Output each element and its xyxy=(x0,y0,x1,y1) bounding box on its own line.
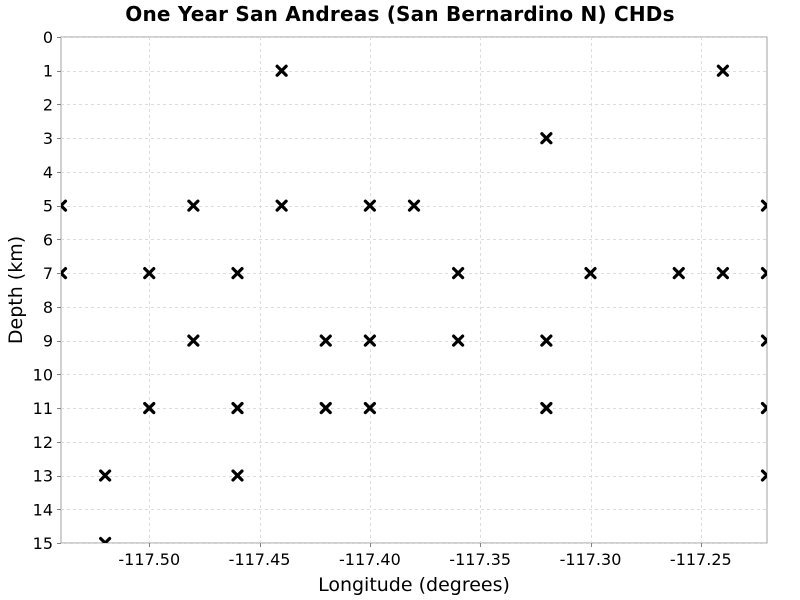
y-tick-label: 5 xyxy=(43,197,53,216)
data-point xyxy=(452,267,465,280)
x-tick-label: -117.50 xyxy=(118,550,180,569)
data-point xyxy=(319,334,332,347)
data-point xyxy=(187,199,200,212)
data-point xyxy=(716,267,729,280)
data-point xyxy=(407,199,421,212)
data-point xyxy=(760,469,767,482)
y-tick-label: 3 xyxy=(43,129,53,148)
y-tick-label: 6 xyxy=(43,230,53,249)
data-point xyxy=(231,401,244,415)
data-point xyxy=(760,401,767,415)
y-tick-label: 2 xyxy=(43,95,53,114)
data-point xyxy=(275,199,288,212)
data-point xyxy=(99,536,112,543)
data-point xyxy=(363,401,376,415)
data-point xyxy=(275,64,288,77)
y-tick-label: 9 xyxy=(43,332,53,351)
y-tick-label: 4 xyxy=(43,163,53,182)
y-tick-label: 13 xyxy=(33,467,53,486)
y-tick-label: 7 xyxy=(43,264,53,283)
y-axis-label: Depth (km) xyxy=(5,236,27,344)
y-tick-label: 14 xyxy=(33,500,53,519)
x-tick-label: -117.40 xyxy=(339,550,401,569)
data-point xyxy=(319,401,332,415)
x-tick-label: -117.30 xyxy=(560,550,622,569)
data-point xyxy=(231,267,244,280)
data-point xyxy=(672,267,685,280)
data-point xyxy=(363,334,376,347)
data-point xyxy=(187,334,200,347)
data-point xyxy=(540,334,553,347)
data-point xyxy=(99,469,112,482)
grid-lines xyxy=(61,37,767,544)
y-tick-label: 8 xyxy=(43,298,53,317)
data-point xyxy=(143,401,156,415)
data-point xyxy=(61,199,68,212)
y-tick-label: 1 xyxy=(43,62,53,81)
y-tick-label: 12 xyxy=(33,433,53,452)
y-tick-label: 0 xyxy=(43,28,53,47)
data-point xyxy=(61,267,68,280)
x-tick-label: -117.35 xyxy=(449,550,511,569)
x-axis-label: Longitude (degrees) xyxy=(318,574,510,596)
data-point xyxy=(760,267,767,280)
x-tick-label: -117.45 xyxy=(229,550,291,569)
chart-title: One Year San Andreas (San Bernardino N) … xyxy=(125,2,675,26)
data-point xyxy=(363,199,376,212)
y-tick-label: 11 xyxy=(33,399,53,418)
data-point xyxy=(143,267,156,280)
plot-area xyxy=(60,36,768,544)
y-tick-label: 15 xyxy=(33,534,53,553)
data-point xyxy=(760,199,767,212)
data-points xyxy=(61,64,767,543)
data-point xyxy=(716,64,729,77)
data-point xyxy=(452,334,465,347)
y-tick-label: 10 xyxy=(33,365,53,384)
data-point xyxy=(540,132,553,145)
data-point xyxy=(540,401,553,415)
data-point xyxy=(760,334,767,347)
data-point xyxy=(231,469,244,482)
data-point xyxy=(584,267,597,280)
x-tick-label: -117.25 xyxy=(670,550,732,569)
axis-ticks: -117.50 -117.45 -117.40 -117.35 -117.30 -117.… xyxy=(33,28,732,569)
